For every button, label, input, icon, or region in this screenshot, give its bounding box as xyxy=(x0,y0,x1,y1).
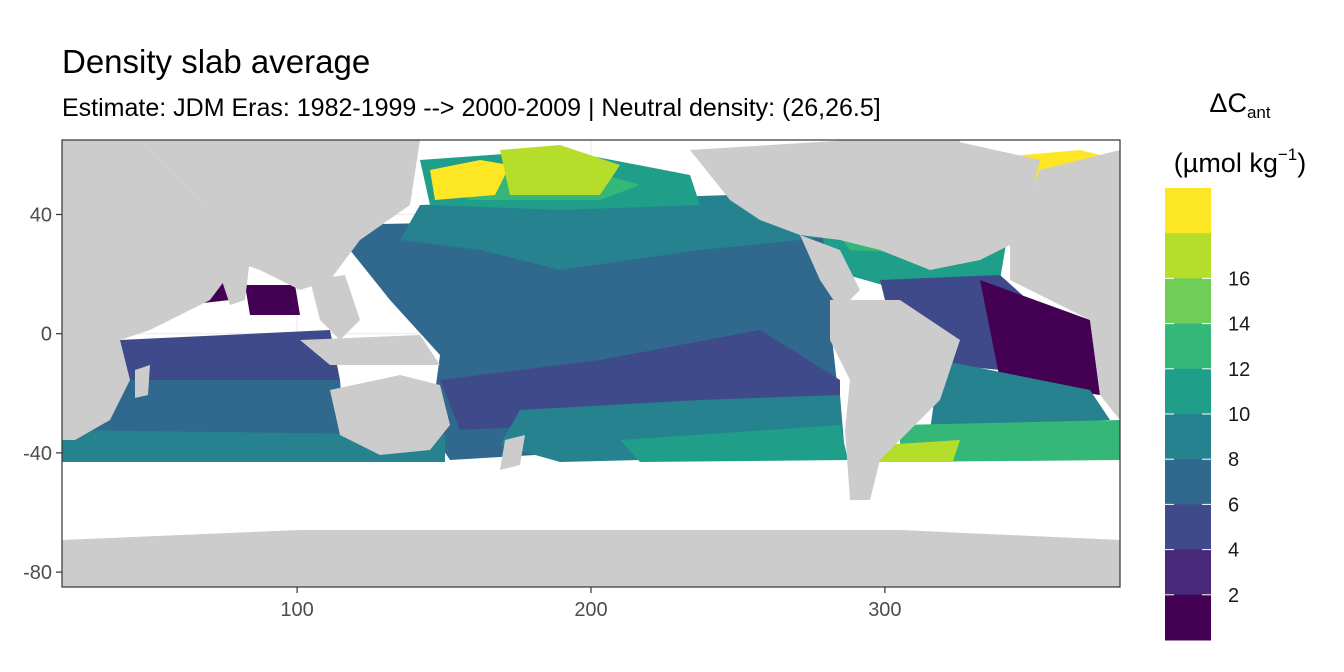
land-indonesia xyxy=(300,335,440,365)
southern-ocean-no-data xyxy=(62,462,1120,540)
ocean-region-subarctic-pacific xyxy=(500,145,620,195)
legend-color-bin xyxy=(1165,594,1211,641)
land-antarctica xyxy=(62,530,1120,587)
land-madagascar xyxy=(135,365,150,398)
legend-label: 14 xyxy=(1228,314,1250,336)
ocean-region-indian-north xyxy=(120,330,340,380)
ocean-region-south-atlantic-mid xyxy=(930,360,1110,430)
x-tick-label: 300 xyxy=(868,599,901,621)
legend-color-bin xyxy=(1165,233,1211,279)
land-greenland xyxy=(860,140,960,200)
ocean-region-bay-of-bengal xyxy=(245,285,300,315)
legend-color-bin xyxy=(1165,368,1211,415)
legend-label: 8 xyxy=(1228,449,1239,471)
legend-title-line2: (µmol kg−1) xyxy=(1173,145,1307,178)
ocean-region-south-pacific-southeast xyxy=(620,425,848,462)
legend-title-line1: ΔCant xyxy=(1209,88,1271,122)
x-axis: 100 200 300 xyxy=(280,587,902,621)
legend-color-bin xyxy=(1165,414,1211,460)
x-tick-label: 200 xyxy=(574,599,607,621)
legend-label: 12 xyxy=(1228,359,1250,381)
y-tick-label: -40 xyxy=(23,443,52,465)
land-europe-africa-atlantic xyxy=(1010,150,1120,420)
legend-label: 6 xyxy=(1228,494,1239,516)
legend-color-bin xyxy=(1165,323,1211,370)
legend-color-bin xyxy=(1165,278,1211,325)
legend-color-bin xyxy=(1165,459,1211,505)
y-tick-label: 40 xyxy=(30,205,52,227)
y-tick-label: -80 xyxy=(23,562,52,584)
legend-color-bin xyxy=(1165,504,1211,551)
legend-label: 10 xyxy=(1228,404,1250,426)
legend-color-bin xyxy=(1165,549,1211,596)
y-tick-label: 0 xyxy=(41,324,52,346)
legend-label: 4 xyxy=(1228,540,1239,562)
color-legend: 2 4 6 8 10 12 14 16 xyxy=(1165,188,1250,641)
ocean-region-pacific-north-mid xyxy=(400,195,850,270)
chart-subtitle: Estimate: JDM Eras: 1982-1999 --> 2000-2… xyxy=(62,94,881,122)
ocean-region-indian-south xyxy=(62,380,345,445)
land-eurasia xyxy=(140,140,420,290)
land-southeast-asia xyxy=(310,275,360,340)
land-india xyxy=(215,258,250,305)
land-africa xyxy=(62,140,240,440)
x-tick-label: 100 xyxy=(280,599,313,621)
ocean-region-gulf-of-guinea xyxy=(980,280,1100,395)
legend-label: 2 xyxy=(1228,585,1239,607)
land-south-america xyxy=(830,300,960,500)
legend-label: 16 xyxy=(1228,268,1250,290)
map-panel xyxy=(61,139,1121,588)
y-axis: 40 0 -40 -80 xyxy=(23,205,62,584)
land-new-zealand xyxy=(500,435,525,470)
land-australia xyxy=(330,375,450,455)
land-layer xyxy=(62,140,1120,587)
ocean-region-kuroshio-ext xyxy=(430,160,510,200)
land-central-america xyxy=(800,235,860,310)
legend-color-bin xyxy=(1165,188,1211,234)
chart-title: Density slab average xyxy=(62,43,371,80)
